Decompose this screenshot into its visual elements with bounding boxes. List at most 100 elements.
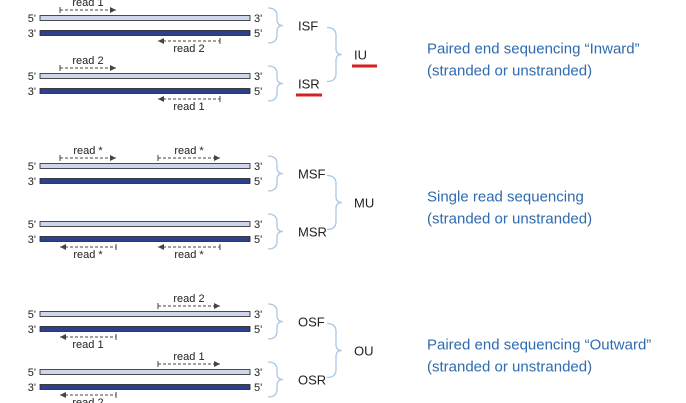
three-prime-label: 3' [254,161,262,173]
read-arrow [157,303,220,309]
library-type-code: OSR [298,373,326,388]
three-prime-label: 3' [254,309,262,321]
reverse-strand [39,30,251,36]
five-prime-label: 5' [28,367,36,379]
five-prime-label: 5' [254,382,262,394]
forward-strand [39,311,251,317]
three-prime-label: 3' [254,367,262,379]
group-code: IU [354,48,367,63]
reverse-strand [39,178,251,184]
five-prime-label: 5' [254,28,262,40]
read-label: read 1 [173,351,204,363]
reverse-strand [39,236,251,242]
read-label: read * [73,145,103,157]
pair-brace-icon [267,7,284,44]
pair-brace-icon [267,213,284,250]
arrowhead-left-icon [158,38,164,44]
arrowhead-left-icon [60,244,66,250]
arrowhead-left-icon [60,392,66,398]
pair-brace-icon [267,65,284,102]
read-arrow [158,38,221,44]
group-brace-icon [326,322,343,379]
arrowhead-left-icon [158,244,164,250]
forward-strand [39,163,251,169]
three-prime-label: 3' [28,86,36,98]
section-description: Single read sequencing [427,189,584,206]
read-label: read 2 [173,43,204,55]
read-label: read * [174,249,204,261]
arrowhead-right-icon [214,155,220,161]
three-prime-label: 3' [254,71,262,83]
three-prime-label: 3' [254,219,262,231]
group-code: MU [354,196,374,211]
read-label: read 2 [72,55,103,67]
pair-brace-icon [267,303,284,340]
read-arrow [60,244,117,250]
forward-strand [39,73,251,79]
three-prime-label: 3' [28,324,36,336]
reverse-strand [39,384,251,390]
library-type-code: ISF [298,19,318,34]
group-code: OU [354,344,374,359]
five-prime-label: 5' [254,86,262,98]
arrowhead-left-icon [60,334,66,340]
group-brace-icon [326,26,343,83]
three-prime-label: 3' [28,382,36,394]
forward-strand [39,15,251,21]
read-arrow [60,392,117,398]
read-label: read * [174,145,204,157]
read-arrow [158,244,221,250]
five-prime-label: 5' [28,309,36,321]
section-description: Paired end sequencing “Inward” [427,41,640,58]
read-label: read 1 [173,101,204,113]
arrowhead-right-icon [214,303,220,309]
group-brace-icon [326,174,343,231]
read-label: read 2 [173,293,204,305]
five-prime-label: 5' [28,71,36,83]
code-underline [296,93,322,97]
read-arrow [59,7,116,13]
read-arrow [59,155,116,161]
read-arrow [60,334,117,340]
library-type-code: MSR [298,225,327,240]
five-prime-label: 5' [28,13,36,25]
five-prime-label: 5' [28,219,36,231]
section-description: Paired end sequencing “Outward” [427,337,651,354]
five-prime-label: 5' [254,176,262,188]
forward-strand [39,221,251,227]
library-type-code: MSF [298,167,326,182]
read-arrow [59,65,116,71]
pair-brace-icon [267,155,284,192]
five-prime-label: 5' [254,234,262,246]
section-description: (stranded or unstranded) [427,63,592,80]
read-label: read * [73,249,103,261]
section-description: (stranded or unstranded) [427,359,592,376]
library-type-code: OSF [298,315,325,330]
arrowhead-right-icon [110,155,116,161]
three-prime-label: 3' [28,28,36,40]
forward-strand [39,369,251,375]
pair-brace-icon [267,361,284,398]
arrowhead-right-icon [110,7,116,13]
read-arrow [157,155,220,161]
library-type-code: ISR [298,77,320,92]
three-prime-label: 3' [28,176,36,188]
read-label: read 2 [72,397,103,403]
read-arrow [158,96,221,102]
arrowhead-right-icon [110,65,116,71]
five-prime-label: 5' [28,161,36,173]
reverse-strand [39,326,251,332]
three-prime-label: 3' [254,13,262,25]
section-description: (stranded or unstranded) [427,211,592,228]
arrowhead-right-icon [214,361,220,367]
reverse-strand [39,88,251,94]
five-prime-label: 5' [254,324,262,336]
read-arrow [157,361,220,367]
group-underline [352,64,377,68]
three-prime-label: 3' [28,234,36,246]
arrowhead-left-icon [158,96,164,102]
read-label: read 1 [72,339,103,351]
read-label: read 1 [72,0,103,9]
